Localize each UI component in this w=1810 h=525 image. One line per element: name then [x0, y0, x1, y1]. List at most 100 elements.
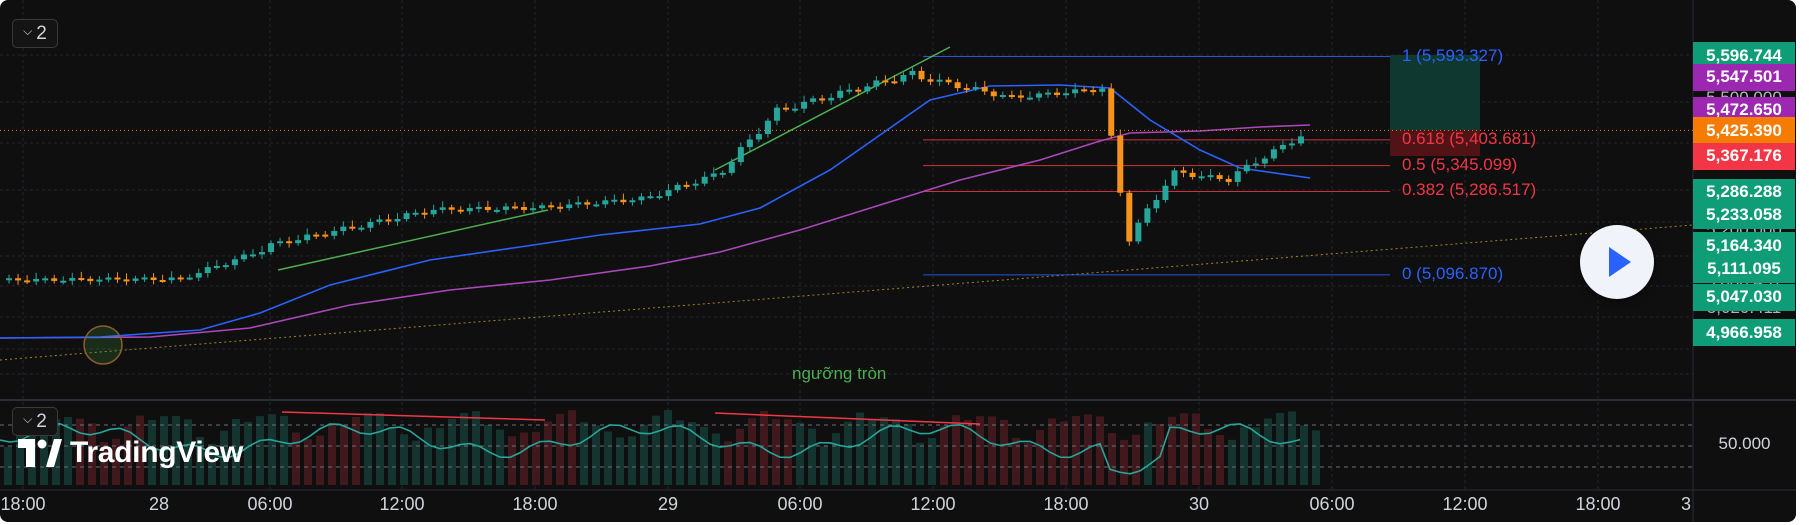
price-marker-label: 5,233.058 — [1693, 201, 1795, 229]
candle-body — [1270, 149, 1277, 159]
oscillator-bar — [376, 413, 384, 485]
take-profit-zone — [1390, 55, 1480, 131]
candle-body — [1144, 208, 1151, 223]
price-marker-label: 5,547.501 — [1693, 63, 1795, 91]
candle-body — [683, 184, 690, 187]
price-scale[interactable]: 5,500.0005,200.0005,080.4515,020.4115,59… — [1693, 0, 1796, 400]
oscillator-bar — [64, 417, 72, 485]
candle-body — [1243, 164, 1250, 172]
oscillator-bar — [700, 426, 708, 485]
trend-line — [277, 209, 549, 271]
time-axis[interactable]: 18:00 28 06:00 12:00 18:00 29 06:00 12:00 18:00 3… — [0, 492, 1693, 522]
candle-body — [521, 207, 527, 210]
candle-body — [295, 240, 302, 244]
oscillator-bar — [1240, 426, 1248, 485]
oscillator-bar — [724, 441, 732, 485]
oscillator-bar — [1300, 425, 1308, 485]
candle-body — [331, 231, 338, 236]
candle-body — [557, 206, 564, 209]
tradingview-logo-icon — [18, 439, 62, 467]
candle-body — [611, 199, 618, 202]
candle-body — [105, 277, 112, 280]
candle-body — [1045, 92, 1051, 95]
oscillator-bar — [1060, 421, 1068, 485]
candle-body — [701, 176, 708, 184]
chevron-down-icon: ⌵ — [23, 412, 33, 426]
round-threshold-marker — [83, 325, 123, 365]
oscillator-bar — [688, 422, 696, 485]
oscillator-bar — [772, 419, 780, 485]
candle-body — [349, 226, 356, 229]
time-tick-label: 06:00 — [777, 494, 823, 514]
candle-body — [403, 213, 410, 220]
oscillator-trend-line — [281, 411, 546, 421]
candle-body — [900, 75, 907, 82]
candle-body — [466, 208, 473, 212]
candle-body — [593, 204, 600, 207]
collapse-pane-button[interactable]: ⌵ 2 — [12, 19, 58, 48]
oscillator-bar — [76, 418, 84, 485]
oscillator-bar — [448, 418, 456, 485]
candle-body — [1108, 88, 1115, 136]
oscillator-bar — [1120, 439, 1128, 485]
candle-body — [484, 206, 491, 211]
candle-body — [268, 243, 275, 253]
candle-body — [1054, 92, 1061, 95]
oscillator-bar — [1072, 416, 1080, 485]
candle-body — [132, 278, 139, 281]
candle-body — [1207, 175, 1214, 178]
candle-body — [195, 273, 202, 278]
oscillator-bar — [1276, 413, 1284, 485]
oscillator-level-label: 50.000 — [1718, 434, 1771, 453]
candle-body — [801, 101, 808, 109]
oscillator-bar — [1144, 422, 1152, 485]
candle-body — [530, 208, 537, 211]
candle-body — [159, 279, 166, 282]
candle-body — [999, 95, 1006, 98]
collapse-pane-count: 2 — [36, 22, 47, 44]
candle-body — [24, 280, 31, 283]
collapse-oscillator-button[interactable]: ⌵ 2 — [12, 407, 58, 436]
oscillator-bar — [1036, 429, 1044, 485]
candle-body — [1063, 93, 1070, 96]
candle-body — [1252, 163, 1259, 166]
oscillator-bar — [280, 415, 288, 485]
oscillator-bar — [904, 423, 912, 485]
candle-body — [240, 254, 247, 260]
oscillator-bar — [1216, 434, 1224, 485]
time-tick-label: 29 — [657, 494, 679, 514]
candle-body — [114, 277, 121, 280]
time-tick-label: 12:00 — [379, 494, 425, 514]
candle-body — [1171, 170, 1178, 186]
candle-body — [1090, 90, 1097, 93]
candle-body — [620, 199, 627, 203]
candle-body — [1261, 158, 1268, 164]
tradingview-logo[interactable]: TradingView — [18, 436, 243, 470]
oscillator-bar — [412, 440, 420, 485]
time-tick-label: 12:00 — [910, 494, 956, 514]
candle-body — [1035, 93, 1042, 98]
candle-body — [764, 120, 771, 135]
candle-body — [1180, 170, 1187, 173]
oscillator-bar — [628, 436, 636, 485]
oscillator-bar — [352, 416, 360, 485]
candle-body — [665, 190, 672, 197]
candle-body — [222, 265, 229, 268]
candle-body — [1162, 185, 1169, 200]
candle-body — [448, 207, 455, 210]
play-replay-button[interactable] — [1580, 225, 1654, 299]
oscillator-line — [0, 422, 1301, 475]
candle-body — [783, 107, 789, 110]
oscillator-bar — [1228, 439, 1236, 485]
oscillator-bar — [1264, 418, 1272, 485]
candle-body — [647, 196, 654, 199]
oscillator-bar — [40, 412, 48, 485]
candle-body — [1135, 222, 1142, 242]
candle-body — [1234, 171, 1241, 182]
oscillator-bar — [4, 447, 12, 485]
oscillator-bar — [400, 434, 408, 485]
candle-body — [1081, 89, 1088, 92]
candle-body — [1225, 178, 1232, 182]
